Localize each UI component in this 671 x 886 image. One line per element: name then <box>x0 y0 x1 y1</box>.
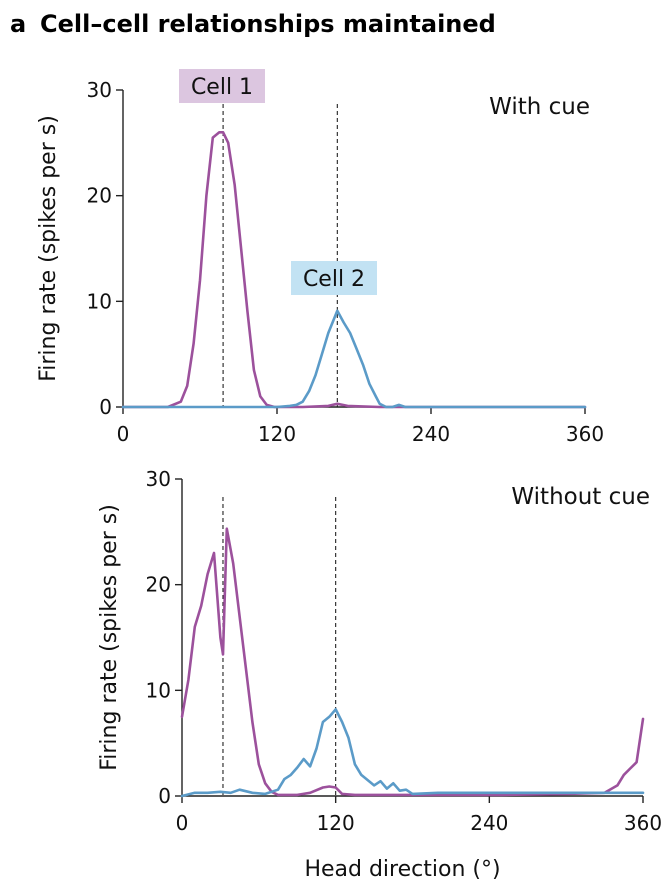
x-tick-label: 120 <box>258 422 296 446</box>
y-tick-label: 10 <box>146 678 171 702</box>
y-tick-label: 20 <box>146 573 171 597</box>
x-tick-label: 360 <box>566 422 604 446</box>
condition-label: With cue <box>489 94 590 120</box>
x-tick-label: 360 <box>624 811 662 835</box>
x-tick-label: 0 <box>176 811 189 835</box>
cell-label-box <box>291 261 377 295</box>
series-line-cell-1 <box>180 527 645 797</box>
y-tick-label: 30 <box>87 78 112 102</box>
cell-label-box <box>179 69 265 103</box>
y-axis-title: Firing rate (spikes per s) <box>36 115 61 382</box>
panel-title: Cell–cell relationships maintained <box>40 10 496 38</box>
series-line-cell-2 <box>121 309 587 409</box>
series-line-cell-1 <box>121 131 587 409</box>
y-tick-label: 0 <box>158 784 171 808</box>
panel-with-cue: 0 10 20 30 0 120 240 360 Firing rate (spikes per… <box>36 69 604 446</box>
cell-label: Cell 1 <box>191 75 253 100</box>
series-line-cell-2 <box>180 708 645 798</box>
panel-letter: a <box>10 10 26 38</box>
y-tick-label: 0 <box>99 395 112 419</box>
y-axis-title: Firing rate (spikes per s) <box>97 504 122 771</box>
cell-label: Cell 2 <box>303 267 365 292</box>
y-tick-label: 20 <box>87 184 112 208</box>
x-tick-label: 0 <box>117 422 130 446</box>
panel-without-cue: 0 10 20 30 0 120 240 360 Firing rate (spikes per… <box>97 467 662 882</box>
y-tick-label: 10 <box>87 289 112 313</box>
x-tick-label: 240 <box>412 422 450 446</box>
x-tick-label: 240 <box>470 811 508 835</box>
condition-label: Without cue <box>511 484 650 510</box>
x-tick-label: 120 <box>317 811 355 835</box>
y-tick-label: 30 <box>146 467 171 491</box>
x-axis-title: Head direction (°) <box>304 857 500 882</box>
